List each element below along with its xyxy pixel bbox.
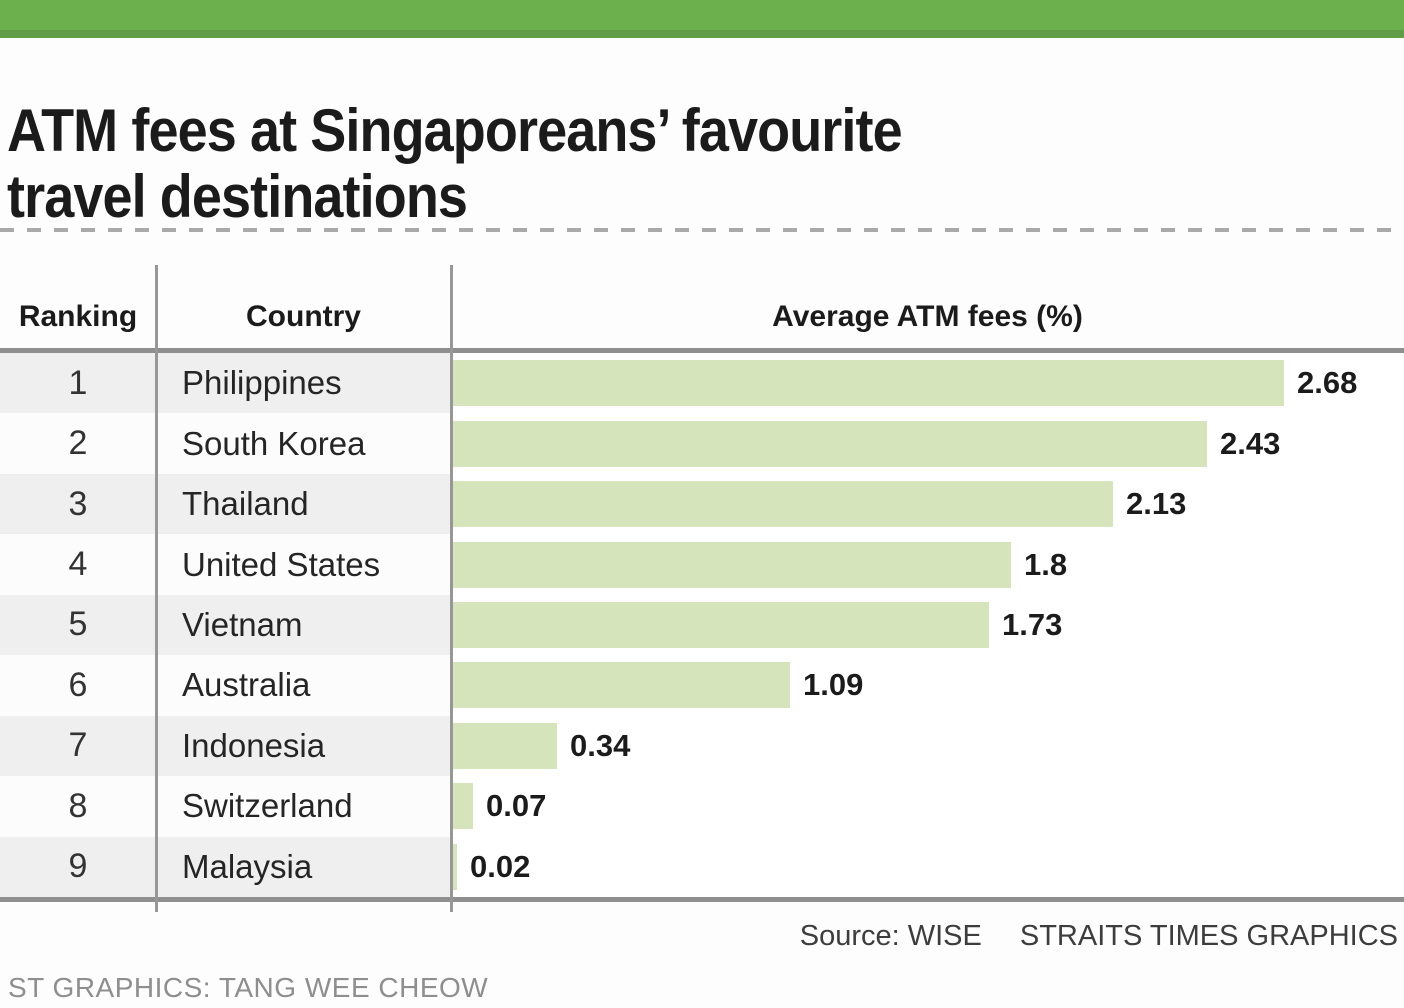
bar-cell: 1.09 — [451, 655, 1404, 716]
bar-cell: 1.8 — [451, 534, 1404, 595]
fee-bar — [451, 843, 457, 890]
fee-bar — [451, 722, 557, 769]
table-header-row: Ranking Country Average ATM fees (%) — [0, 265, 1404, 353]
ranking-cell: 2 — [0, 413, 156, 474]
table-row: 3 Thailand 2.13 — [0, 473, 1404, 535]
column-divider-ranking-country — [155, 265, 158, 912]
bar-cell: 0.34 — [451, 715, 1404, 777]
table-row: 9 Malaysia 0.02 — [0, 836, 1404, 897]
table-row: 5 Vietnam 1.73 — [0, 594, 1404, 656]
fee-value-label: 1.73 — [1002, 606, 1063, 642]
bar-cell: 2.68 — [451, 353, 1404, 414]
ranking-cell: 3 — [0, 473, 156, 535]
ranking-cell: 5 — [0, 594, 156, 656]
bar-cell: 2.13 — [451, 473, 1404, 535]
country-cell: South Korea — [156, 413, 451, 474]
ranking-cell: 9 — [0, 836, 156, 897]
fee-value-label: 2.13 — [1126, 486, 1187, 522]
table-row: 7 Indonesia 0.34 — [0, 715, 1404, 777]
bar-cell: 0.02 — [451, 836, 1404, 897]
country-cell: Indonesia — [156, 715, 451, 777]
fee-value-label: 2.68 — [1297, 365, 1358, 401]
ranking-cell: 6 — [0, 655, 156, 716]
source-line: Source: WISE STRAITS TIMES GRAPHICS — [800, 920, 1398, 953]
country-cell: Philippines — [156, 353, 451, 414]
dashed-divider — [0, 228, 1404, 232]
table-row: 2 South Korea 2.43 — [0, 413, 1404, 474]
fee-value-label: 0.34 — [570, 727, 631, 763]
atm-fees-table: Ranking Country Average ATM fees (%) 1 Ph… — [0, 265, 1404, 912]
bar-cell: 0.07 — [451, 776, 1404, 837]
fee-bar — [451, 420, 1207, 467]
table-body: 1 Philippines 2.68 2 South Korea 2.43 3 Thailan… — [0, 353, 1404, 897]
country-cell: Malaysia — [156, 836, 451, 897]
table-row: 6 Australia 1.09 — [0, 655, 1404, 716]
header-average-atm-fees: Average ATM fees (%) — [772, 300, 1083, 333]
fee-bar — [451, 360, 1284, 407]
top-accent-bar — [0, 0, 1404, 38]
source-label: Source: WISE — [799, 920, 982, 952]
table-row: 1 Philippines 2.68 — [0, 353, 1404, 414]
ranking-cell: 7 — [0, 715, 156, 777]
table-row: 4 United States 1.8 — [0, 534, 1404, 595]
fee-bar — [451, 783, 473, 830]
country-cell: United States — [156, 534, 451, 595]
fee-bar — [451, 541, 1011, 588]
header-ranking: Ranking — [18, 300, 138, 333]
column-divider-country-fees — [450, 265, 453, 912]
bar-cell: 1.73 — [451, 594, 1404, 656]
agency-label: STRAITS TIMES GRAPHICS — [1019, 920, 1398, 952]
bar-cell: 2.43 — [451, 413, 1404, 474]
fee-value-label: 0.02 — [470, 848, 531, 884]
table-bottom-line — [0, 896, 1404, 902]
country-cell: Switzerland — [156, 776, 451, 837]
ranking-cell: 1 — [0, 353, 156, 414]
ranking-cell: 8 — [0, 776, 156, 837]
fee-bar — [451, 662, 790, 709]
title-line-2: travel destinations — [7, 163, 468, 231]
fee-value-label: 1.8 — [1024, 546, 1068, 582]
country-cell: Vietnam — [156, 594, 451, 656]
fee-bar — [451, 481, 1113, 528]
page-title: ATM fees at Singaporeans’ favourite trave… — [7, 97, 903, 231]
header-country: Country — [246, 300, 361, 333]
country-cell: Australia — [156, 655, 451, 716]
country-cell: Thailand — [156, 473, 451, 535]
fee-bar — [451, 601, 989, 648]
fee-value-label: 1.09 — [803, 667, 864, 703]
ranking-cell: 4 — [0, 534, 156, 595]
title-line-1: ATM fees at Singaporeans’ favourite — [7, 97, 903, 165]
table-row: 8 Switzerland 0.07 — [0, 776, 1404, 837]
fee-value-label: 0.07 — [486, 788, 547, 824]
fee-value-label: 2.43 — [1220, 425, 1281, 461]
graphics-byline: ST GRAPHICS: TANG WEE CHEOW — [8, 972, 489, 1003]
